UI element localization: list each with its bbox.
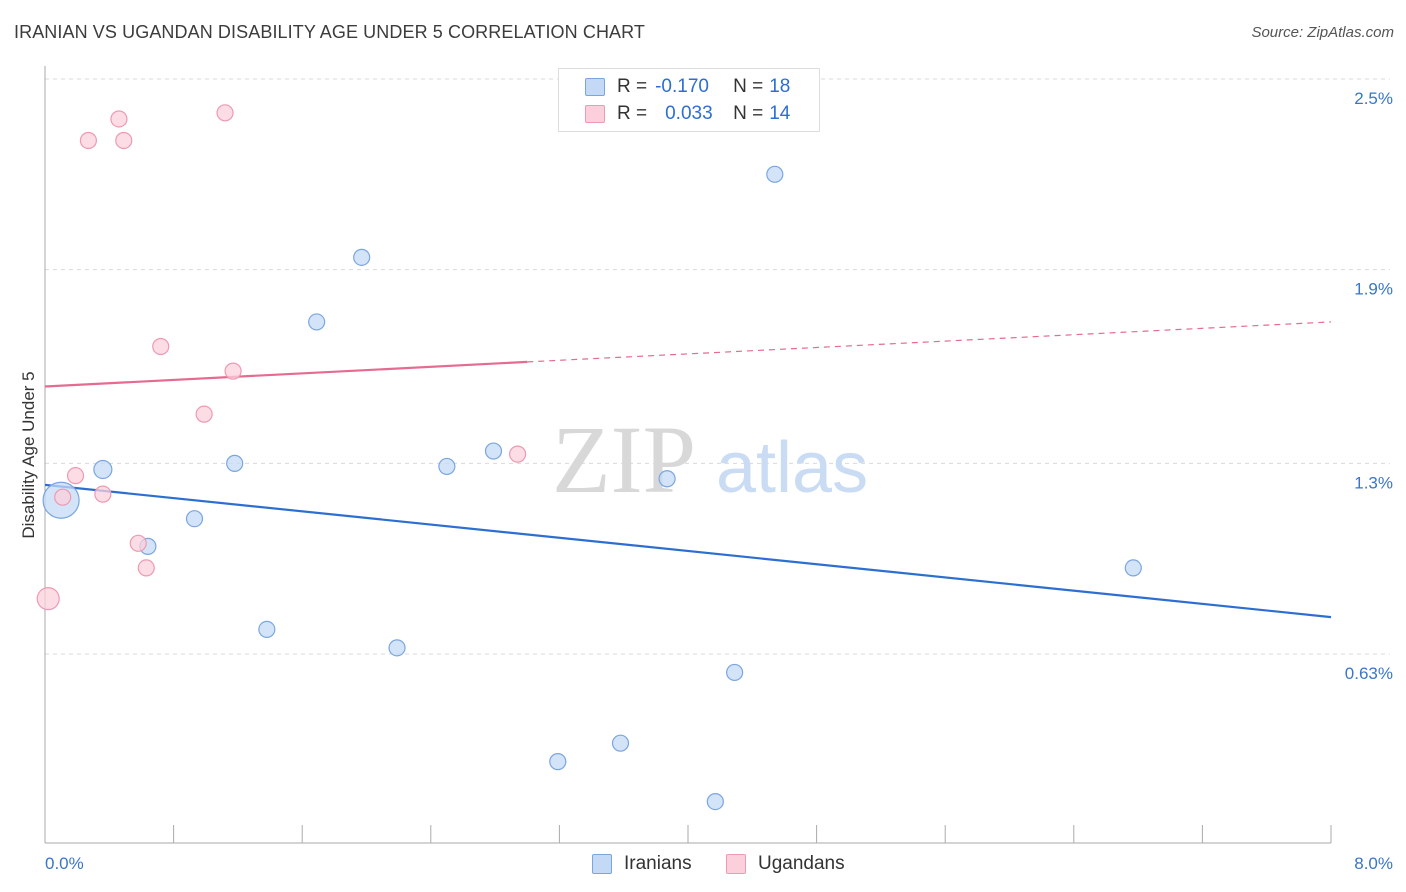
correlation-legend: R = -0.170 N = 18 R = 0.033 N = 14 — [558, 68, 820, 132]
point-ugandans — [129, 534, 147, 552]
point-ugandans — [79, 131, 98, 150]
point-ugandans — [115, 131, 133, 150]
watermark-atlas: atlas — [716, 428, 868, 508]
legend-row-iranians: R = -0.170 N = 18 — [585, 75, 790, 99]
iranians-swatch — [592, 854, 612, 874]
point-iranians — [706, 792, 724, 811]
trend-line-ugandans — [44, 360, 528, 388]
axes — [44, 66, 1332, 844]
point-iranians — [766, 165, 784, 183]
trend-line-ugandans-extension — [527, 321, 1332, 363]
point-ugandans — [152, 337, 170, 356]
point-ugandans — [36, 587, 60, 611]
x-tick-label-max: 8.0% — [1354, 854, 1393, 873]
point-ugandans — [110, 110, 128, 128]
point-iranians — [1124, 559, 1142, 577]
data-points — [36, 104, 1142, 811]
legend-r-value: -0.170 — [655, 76, 709, 97]
trend-lines — [44, 321, 1332, 619]
point-ugandans — [195, 405, 213, 423]
point-iranians — [549, 753, 567, 771]
point-iranians — [658, 470, 676, 488]
point-iranians — [93, 459, 113, 480]
trend-line-iranians — [44, 483, 1332, 619]
legend-item-ugandans: Ugandans — [726, 851, 845, 877]
legend-label-iranians: Iranians — [624, 853, 692, 874]
point-iranians — [388, 639, 406, 657]
ugandans-swatch — [585, 105, 605, 123]
legend-r-label: R = — [617, 103, 648, 124]
iranians-swatch — [585, 78, 605, 96]
point-iranians — [353, 248, 371, 266]
legend-row-ugandans: R = 0.033 N = 14 — [585, 102, 790, 126]
legend-n-label: N = — [733, 76, 764, 97]
chart-title: IRANIAN VS UGANDAN DISABILITY AGE UNDER … — [14, 22, 646, 42]
x-tick-label-min: 0.0% — [45, 854, 84, 873]
point-iranians — [258, 620, 276, 639]
watermark: ZIP atlas — [552, 406, 868, 513]
legend-n-label: N = — [733, 103, 764, 124]
point-ugandans — [54, 488, 72, 506]
point-ugandans — [224, 362, 242, 380]
legend-r-value: 0.033 — [665, 103, 713, 124]
point-iranians — [484, 442, 503, 460]
point-iranians — [308, 313, 326, 331]
point-iranians — [185, 510, 204, 528]
point-ugandans — [137, 559, 155, 577]
point-iranians — [726, 663, 744, 682]
axis-labels: 0.63% 1.3% 1.9% 2.5% 0.0% 8.0% Disability Age … — [19, 89, 1393, 873]
y-tick-label: 1.9% — [1354, 280, 1393, 299]
watermark-zip: ZIP — [552, 406, 696, 513]
legend-r-label: R = — [617, 76, 648, 97]
legend-n-value: 18 — [769, 76, 791, 97]
point-ugandans — [66, 467, 85, 485]
ugandans-swatch — [726, 854, 746, 874]
y-tick-label: 1.3% — [1354, 473, 1393, 492]
source-label: Source: ZipAtlas.com — [1251, 24, 1394, 41]
y-tick-label: 0.63% — [1345, 664, 1393, 683]
point-ugandans — [216, 104, 234, 122]
point-iranians — [611, 734, 630, 752]
gridlines — [45, 78, 1390, 655]
legend-label-ugandans: Ugandans — [758, 853, 845, 874]
y-axis-title: Disability Age Under 5 — [19, 371, 38, 538]
point-iranians — [438, 457, 456, 476]
legend-item-iranians: Iranians — [592, 851, 692, 877]
legend-n-value: 14 — [769, 103, 791, 124]
point-iranians — [226, 454, 244, 472]
y-tick-label: 2.5% — [1354, 89, 1393, 108]
point-ugandans — [94, 485, 112, 503]
point-ugandans — [509, 445, 527, 463]
